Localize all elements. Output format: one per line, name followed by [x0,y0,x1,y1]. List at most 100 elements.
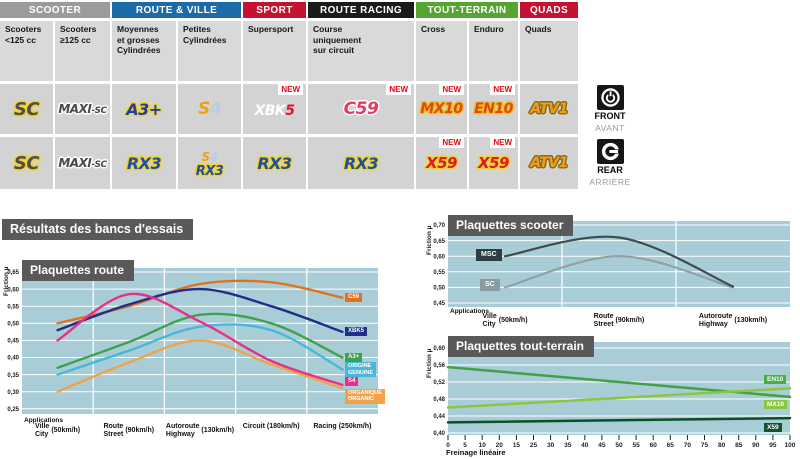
y-tick-label: 0,40 [433,431,445,437]
series-line-mx10 [446,387,792,409]
logo-en10: EN10 [474,101,513,117]
subheader-cell: Cross [416,21,467,81]
route-plot-svg: 0,65 0,60 0,55 0,50 0,45 0,40 0,35 0,30 0,25 Fric… [3,266,378,414]
cell-front-mx10: NEW MX10 [416,84,467,134]
y-axis-label: Friction µ [426,225,433,255]
x-tick-label: 35 [564,442,572,449]
x-tick-label: 0 [446,442,450,449]
category-name: Autoroute Highway [698,313,733,328]
series-label-xbk5: XBK5 [345,327,368,337]
y-axis-label: Friction µ [426,348,433,378]
category-label: Autoroute Highway (130km/h) [166,423,234,438]
applications-caption: Applications [24,417,64,424]
category-speed: (50km/h) [498,317,528,325]
logo-maxi-sc: MAXI-SC [58,156,107,170]
logo-sc: SC [13,152,40,174]
chart-plaquettes-route: 0,65 0,60 0,55 0,50 0,45 0,40 0,35 0,30 0,25 Fric… [0,256,414,459]
cell-rear-maxisc: MAXI-SC [55,137,110,189]
series-label-origine-genuine: ORIGINE GENUINE [345,362,377,377]
logo-maxi-sc: MAXI-SC [58,102,107,116]
logo-rx3: RX3 [257,153,292,173]
x-tick-label: 25 [530,442,538,449]
x-tick-label: 65 [667,442,675,449]
category-label: Circuit (180km/h) [243,423,300,431]
y-tick-label: 0,35 [7,373,19,379]
y-tick-label: 0,45 [433,301,445,307]
chart-title: Plaquettes tout-terrain [448,336,595,357]
category-name: Route Street [103,423,124,438]
subheader-cell: Supersport [243,21,306,81]
series-line-organique-organic [56,339,344,393]
cell-front-sc: SC [0,84,53,134]
cell-front-atv1: ATV1 [520,84,578,134]
logo-c59: C59 [343,99,379,119]
category-speed: (180km/h) [266,423,300,431]
y-tick-label: 0,25 [7,407,19,413]
cell-front-en10: NEW EN10 [469,84,518,134]
y-tick-label: 0,65 [433,239,445,245]
front-label-fr: AVANT [595,123,625,133]
text: -SC [91,106,107,116]
cell-front-maxisc: MAXI-SC [55,84,110,134]
cell-front-a3: A3+ [112,84,176,134]
logo-rx3: RX3 [195,164,224,179]
y-tick-label: 0,60 [433,254,445,260]
series-line-origine-genuine [56,323,344,376]
series-line-a3- [56,312,344,369]
x-tick-label: 20 [496,442,504,449]
category-name: Racing [313,423,337,430]
category-name: Ville City [482,313,497,328]
text: S [201,150,210,164]
y-axis-label: Friction µ [3,266,10,296]
x-tick-label: 85 [735,442,743,449]
x-tick-label: 70 [684,442,692,449]
subheader-cell: Scooters <125 cc [0,21,53,81]
text: MAXI [58,156,92,170]
category-label: Racing (250km/h) [313,423,371,431]
group-header-route-ville: ROUTE & VILLE [112,2,241,18]
chart-title: Plaquettes scooter [448,215,574,236]
group-header-scooter: SCOOTER [0,2,110,18]
series-label-c59: C59 [345,293,363,302]
y-tick-label: 0,40 [7,356,19,362]
logo-x59: X59 [426,154,457,172]
category-name: Autoroute Highway [165,423,200,438]
category-label: Autoroute Highway (130km/h) [699,313,767,328]
x-tick-label: 100 [785,442,796,449]
rear-label-en: REAR [597,165,623,175]
logo-rx3: RX3 [126,153,162,173]
y-tick-label: 0,50 [433,286,445,292]
x-tick-label: 90 [752,442,760,449]
x-tick-label: 60 [650,442,658,449]
new-badge: NEW [490,84,515,95]
y-tick-label: 0,45 [7,339,19,345]
series-line-x59 [446,416,792,424]
logo-atv1: ATV1 [530,101,568,117]
category-speed: (130km/h) [734,317,768,325]
category-label: Ville City (50km/h) [35,423,80,438]
logo-s4: S4 [198,99,222,119]
cell-rear-x59: NEW X59 [416,137,467,189]
logo-a3: A3+ [126,99,162,119]
y-tick-label: 0,30 [7,390,19,396]
cell-rear-rx3: RX3 [243,137,306,189]
rear-position-block: REAR ARRIÈRE [588,139,632,187]
series-line-xbk5 [56,287,344,334]
front-position-block: FRONT AVANT [588,85,632,133]
y-tick-label: 0,55 [433,270,445,276]
series-label-s4: S4 [345,377,359,387]
category-speed: (90km/h) [615,317,645,325]
y-tick-label: 0,52 [433,380,445,386]
group-header-route-racing: ROUTE RACING [308,2,414,18]
logo-xbk5: XBK5 [254,100,295,119]
series-label-x59: X59 [764,423,782,433]
x-tick-label: 75 [701,442,709,449]
new-badge: NEW [386,84,411,95]
new-badge: NEW [490,137,515,148]
cell-rear-rx3: RX3 [308,137,414,189]
logo-sc: SC [13,98,40,120]
chart-plaquettes-scooter: 0,70 0,65 0,60 0,55 0,50 0,45 Friction µ Plaque… [420,213,800,335]
group-header-quads: QUADS [520,2,578,18]
cell-rear-x59: NEW X59 [469,137,518,189]
text: 4 [209,99,222,119]
